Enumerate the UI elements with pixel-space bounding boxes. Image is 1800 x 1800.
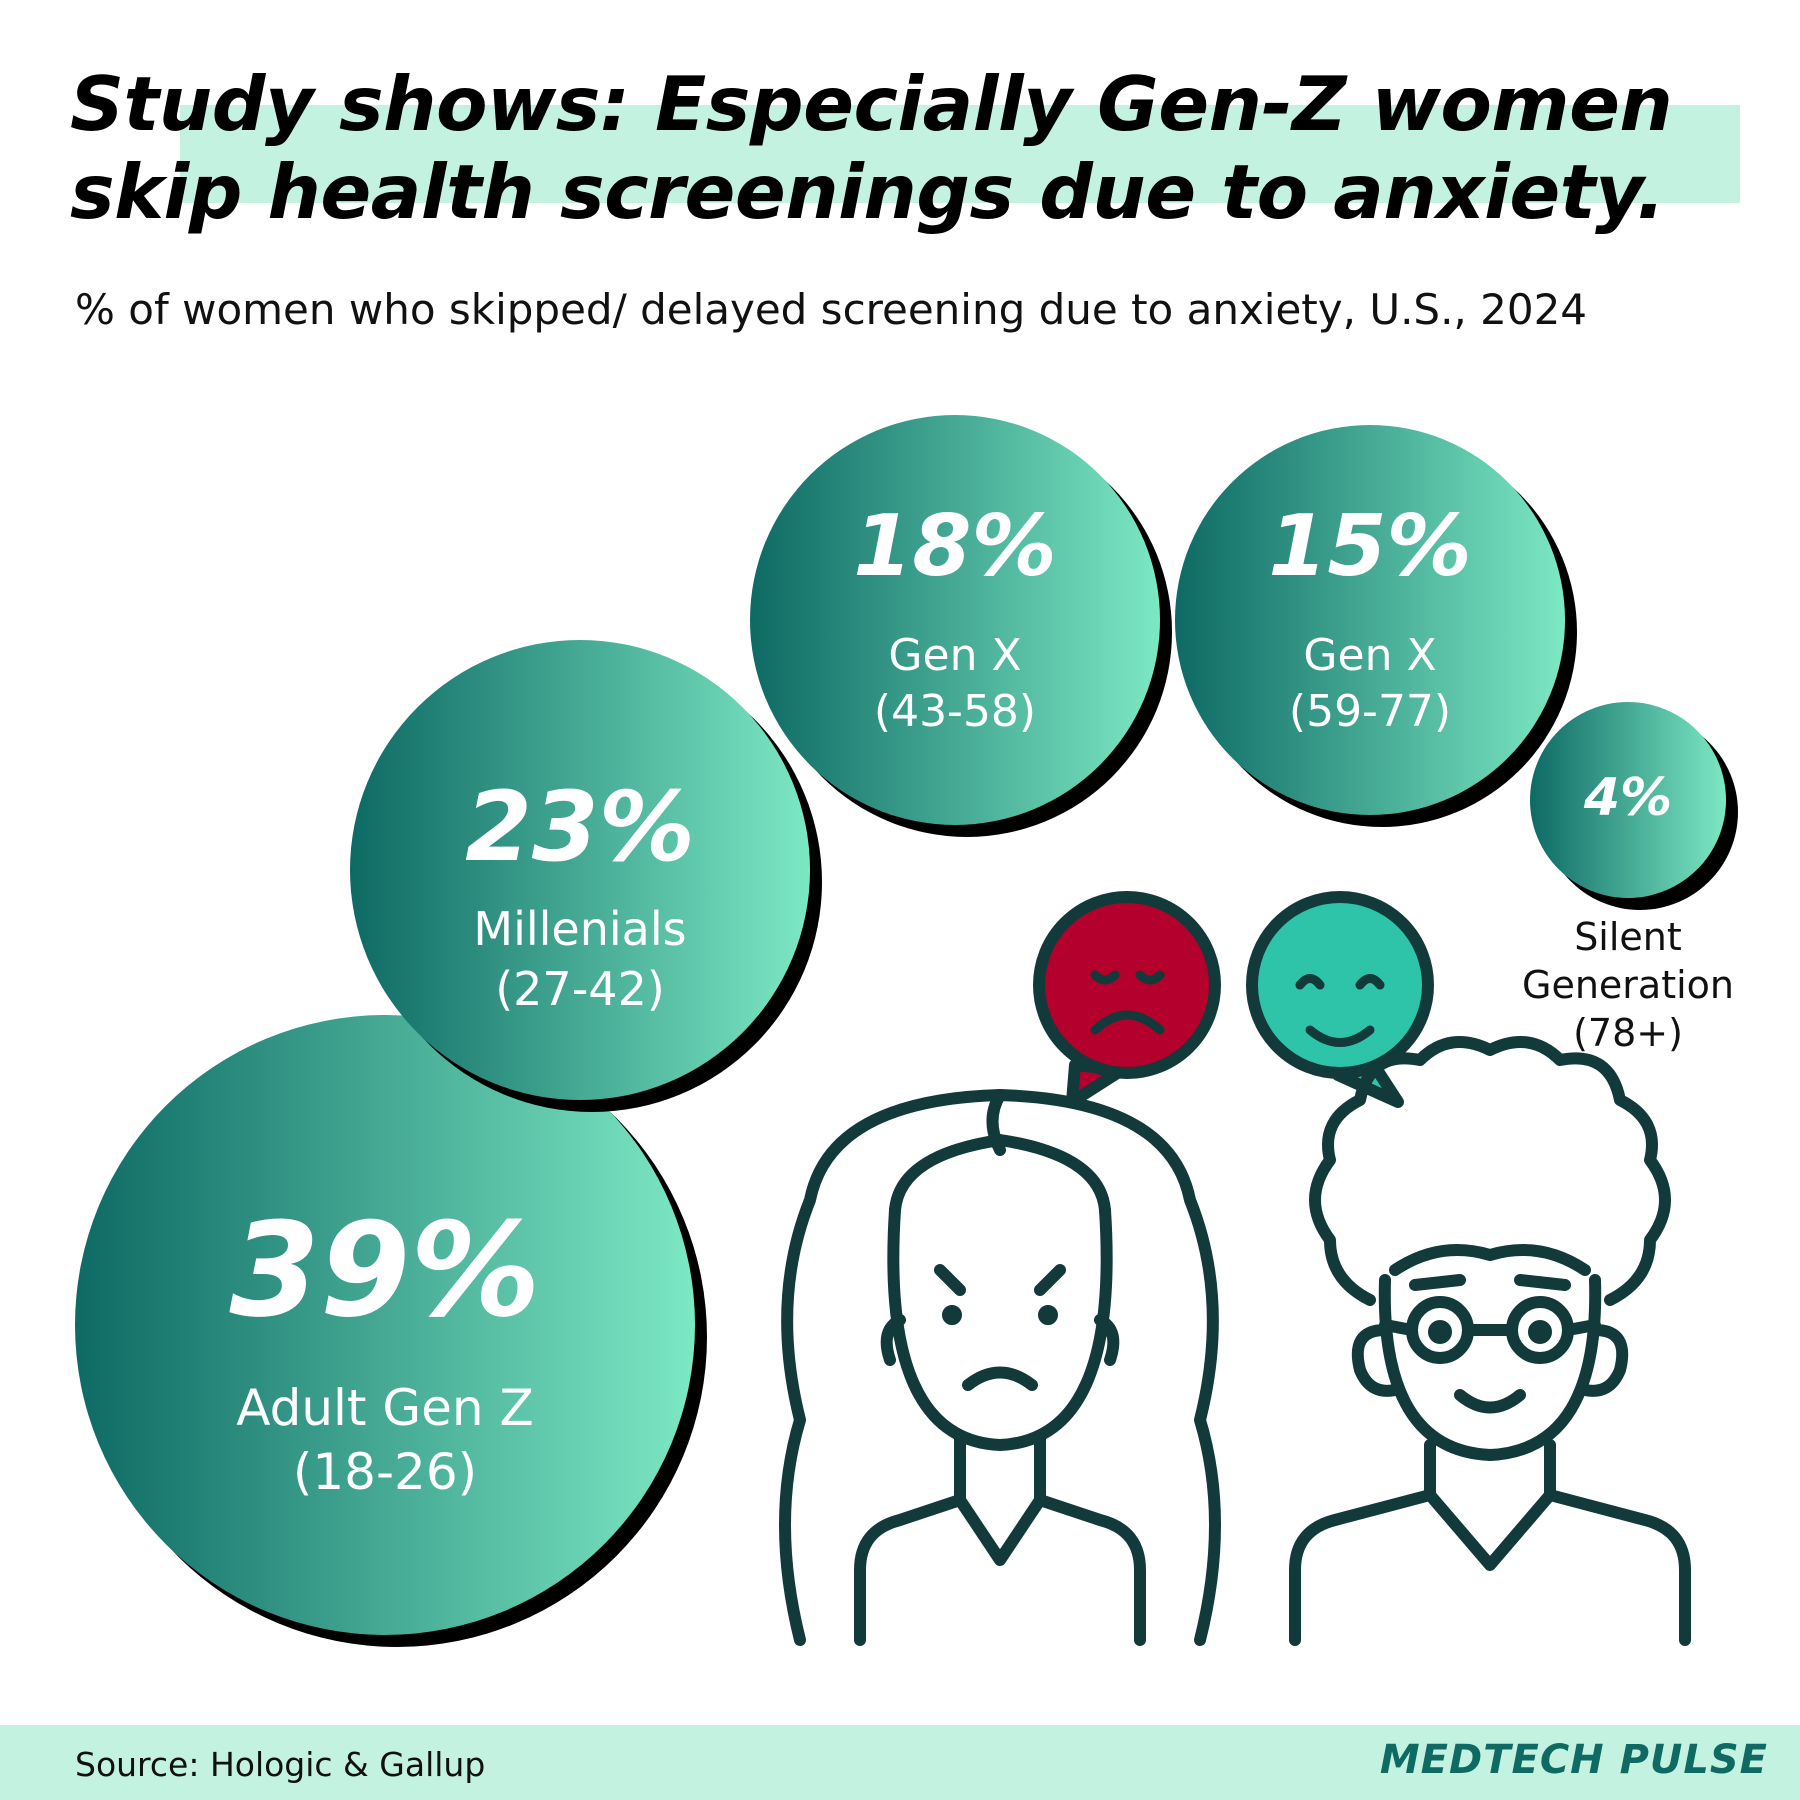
bubble-group-label: Generation <box>1522 963 1734 1007</box>
source-text: Source: Hologic & Gallup <box>75 1745 486 1784</box>
bubble-age-range: (43-58) <box>874 686 1036 737</box>
bubble-age-range: (27-42) <box>495 962 665 1016</box>
bubble-circle <box>1175 425 1565 815</box>
bubble-circle <box>1530 702 1726 898</box>
bubble-circle <box>75 1015 695 1635</box>
bubble-group-label: Adult Gen Z <box>236 1379 534 1437</box>
bubble-1: 39% Adult Gen Z (18-26) <box>75 1015 707 1647</box>
bubble-value-label: 4% <box>1583 768 1672 828</box>
bubble-age-range: (78+) <box>1573 1011 1683 1055</box>
title-line-2: skip health screenings due to anxiety. <box>70 148 1665 236</box>
anxious-woman-icon <box>779 1089 1221 1646</box>
bubble-circle <box>350 640 810 1100</box>
title-highlight <box>180 105 1740 203</box>
bubble-group-label: Silent <box>1574 915 1682 959</box>
bubble-value-label: 39% <box>229 1194 540 1346</box>
page-title: Study shows: Especially Gen-Z women skip… <box>70 60 1790 236</box>
bubble-value-label: 23% <box>465 771 695 883</box>
bubbles-group: 39% Adult Gen Z (18-26) 23% Millenials (27-42… <box>75 415 1738 1647</box>
bubble-value-label: 18% <box>853 497 1056 596</box>
title-line-1: Study shows: Especially Gen-Z women <box>70 60 1673 148</box>
bubble-2: 23% Millenials (27-42) <box>350 640 822 1112</box>
bubble-3: 18% Gen X(43-58) <box>750 415 1172 837</box>
bubble-age-range: (18-26) <box>293 1443 477 1501</box>
bubble-group-label: Millenials <box>473 902 686 956</box>
smiling-elderly-woman-icon <box>1289 1036 1691 1646</box>
bubble-group-label: Gen X <box>888 630 1021 681</box>
bubble-4: 15% Gen X(59-77) <box>1175 425 1577 827</box>
bubble-age-range: (59-77) <box>1289 686 1451 737</box>
bubble-circle <box>750 415 1160 825</box>
bubble-value-label: 15% <box>1268 497 1471 596</box>
happy-face-bubble-icon <box>1246 891 1434 1108</box>
chart-subtitle: % of women who skipped/ delayed screenin… <box>75 285 1588 334</box>
footer-bar: Source: Hologic & Gallup MEDTECH PULSE <box>0 1725 1800 1800</box>
title-block: Study shows: Especially Gen-Z women skip… <box>70 60 1790 236</box>
bubble-group-label: Gen X <box>1303 630 1436 681</box>
bubble-chart: 39% Adult Gen Z (18-26) 23% Millenials (27-42… <box>75 415 1738 1647</box>
sad-face-bubble-icon <box>1033 891 1221 1108</box>
brand-logo: MEDTECH PULSE <box>1379 1737 1768 1783</box>
